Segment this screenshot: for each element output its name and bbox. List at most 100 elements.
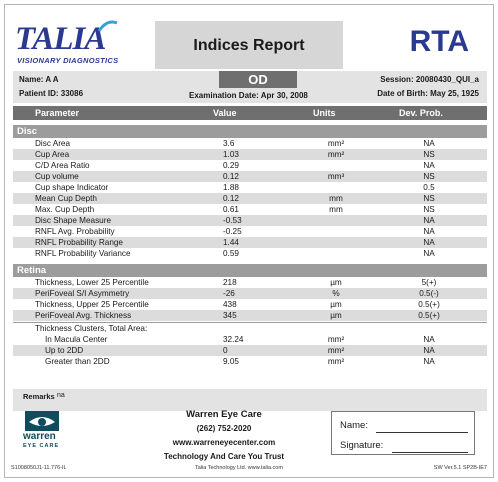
table-row: Cup shape Indicator 1.88 0.5 <box>13 182 487 193</box>
clinic-name: Warren Eye Care <box>186 409 262 420</box>
divider <box>13 322 487 323</box>
dev-prob-cell: 0.5(+) <box>418 300 440 309</box>
report-title: Indices Report <box>155 21 343 69</box>
parameter-cell: Thickness, Upper 25 Percentile <box>35 300 149 309</box>
parameter-cell: Mean Cup Depth <box>35 194 97 203</box>
units-cell: mm <box>329 205 343 214</box>
date-of-birth: Date of Birth: May 25, 1925 <box>377 89 479 98</box>
warren-logo: warren EYE CARE <box>23 411 67 453</box>
patient-id: Patient ID: 33086 <box>19 89 84 98</box>
dev-prob-cell: NA <box>423 346 435 355</box>
dev-prob-cell: NA <box>423 216 435 225</box>
dev-prob-cell: NA <box>423 357 435 366</box>
parameter-cell: Cup shape Indicator <box>35 183 109 192</box>
section-retina: Retina <box>13 264 487 277</box>
table-row: Thickness, Upper 25 Percentile 438 µm 0.5(+… <box>13 299 487 310</box>
parameter-cell: PeriFoveal S/I Asymmetry <box>35 289 130 298</box>
parameter-cell: In Macula Center <box>45 335 108 344</box>
value-cell: 1.03 <box>223 150 239 159</box>
value-cell: 438 <box>223 300 237 309</box>
report-page: TALIA VISIONARY DIAGNOSTICS Indices Repo… <box>4 4 494 478</box>
clinic-phone: (262) 752-2020 <box>196 424 252 433</box>
value-cell: -0.53 <box>223 216 242 225</box>
units-cell: % <box>332 289 340 298</box>
parameter-cell: RNFL Probability Range <box>35 238 123 247</box>
warren-subtitle: EYE CARE <box>23 443 60 449</box>
dev-prob-cell: 5(+) <box>421 278 437 287</box>
units-cell: mm² <box>327 346 345 355</box>
exam-date: Examination Date: Apr 30, 2008 <box>189 91 308 100</box>
logo-tagline: VISIONARY DIAGNOSTICS <box>17 56 119 65</box>
remarks-label: Remarks <box>23 392 55 401</box>
table-row: Greater than 2DD 9.05 mm² NA <box>13 356 487 367</box>
session-id: Session: 20080430_QUI_a <box>380 75 479 84</box>
dev-prob-cell: NA <box>423 249 435 258</box>
parameter-cell: Thickness, Lower 25 Percentile <box>35 278 149 287</box>
table-row: Cup Area 1.03 mm² NS <box>13 149 487 160</box>
value-cell: 32.24 <box>223 335 244 344</box>
value-cell: 218 <box>223 278 237 287</box>
table-row: C/D Area Ratio 0.29 NA <box>13 160 487 171</box>
clusters-heading-row: Thickness Clusters, Total Area: <box>13 323 487 334</box>
table-row: Cup volume 0.12 mm³ NS <box>13 171 487 182</box>
value-cell: 1.44 <box>223 238 239 247</box>
eye-logo-icon <box>25 411 59 431</box>
col-parameter: Parameter <box>35 108 80 118</box>
document-id: S1008050J1-11.776-IL <box>11 465 67 471</box>
units-cell: µm <box>330 311 342 320</box>
signature-line <box>392 452 468 453</box>
units-cell: mm² <box>327 139 345 148</box>
dev-prob-cell: NA <box>423 227 435 236</box>
value-cell: 3.6 <box>223 139 235 148</box>
parameter-cell: C/D Area Ratio <box>35 161 90 170</box>
units-cell: mm² <box>327 357 345 366</box>
patient-info-band: Name: A A Patient ID: 33086 OD Examinati… <box>13 71 487 103</box>
value-cell: 0 <box>223 346 228 355</box>
units-cell: mm² <box>327 335 345 344</box>
signature-label: Signature: <box>340 440 384 451</box>
table-row: In Macula Center 32.24 mm² NA <box>13 334 487 345</box>
units-cell: µm <box>330 278 342 287</box>
section-label: Disc <box>17 126 38 137</box>
parameter-cell: Max. Cup Depth <box>35 205 95 214</box>
dev-prob-cell: 0.5(+) <box>418 311 440 320</box>
dev-prob-cell: NA <box>423 139 435 148</box>
table-row: RNFL Probability Variance 0.59 NA <box>13 248 487 259</box>
clusters-heading: Thickness Clusters, Total Area: <box>35 324 148 333</box>
col-value: Value <box>213 108 237 118</box>
table-row: PeriFoveal S/I Asymmetry -26% 0.5(-) <box>13 288 487 299</box>
value-cell: 9.05 <box>223 357 239 366</box>
dev-prob-cell: NS <box>423 194 435 203</box>
table-row: Disc Shape Measure -0.53 NA <box>13 215 487 226</box>
remarks-value: na <box>57 392 65 399</box>
clinic-slogan: Technology And Care You Trust <box>163 452 285 461</box>
dev-prob-cell: NA <box>423 238 435 247</box>
parameter-cell: RNFL Avg. Probability <box>35 227 115 236</box>
dev-prob-cell: NA <box>423 335 435 344</box>
table-row: Mean Cup Depth 0.12 mm NS <box>13 193 487 204</box>
signature-box: Name: Signature: <box>331 411 475 455</box>
section-label: Retina <box>17 265 47 276</box>
indices-table: Parameter Value Units Dev. Prob. Disc Di… <box>13 106 487 367</box>
report-header: TALIA VISIONARY DIAGNOSTICS Indices Repo… <box>5 5 493 75</box>
rta-brand: RTA <box>409 25 469 58</box>
parameter-cell: Cup Area <box>35 150 70 159</box>
table-row: RNFL Avg. Probability -0.25 NA <box>13 226 487 237</box>
parameter-cell: Cup volume <box>35 172 79 181</box>
remarks-box: Remarks na <box>13 389 487 411</box>
value-cell: 0.59 <box>223 249 239 258</box>
col-dev-prob: Dev. Prob. <box>399 108 443 118</box>
clinic-website: www.warreneyecenter.com <box>172 438 276 447</box>
table-row: Max. Cup Depth 0.61 mm NS <box>13 204 487 215</box>
dev-prob-cell: 0.5 <box>423 183 435 192</box>
value-cell: 0.29 <box>223 161 239 170</box>
patient-name: Name: A A <box>19 75 59 84</box>
eye-indicator: OD <box>219 71 297 88</box>
logo-wordmark: TALIA <box>15 21 106 57</box>
software-version: SW Ver.5.1 SP2B-IE7 <box>433 465 487 471</box>
parameter-cell: RNFL Probability Variance <box>35 249 131 258</box>
units-cell: mm <box>329 194 343 203</box>
units-cell: µm <box>330 300 342 309</box>
parameter-cell: Greater than 2DD <box>45 357 110 366</box>
units-cell: mm² <box>327 150 345 159</box>
